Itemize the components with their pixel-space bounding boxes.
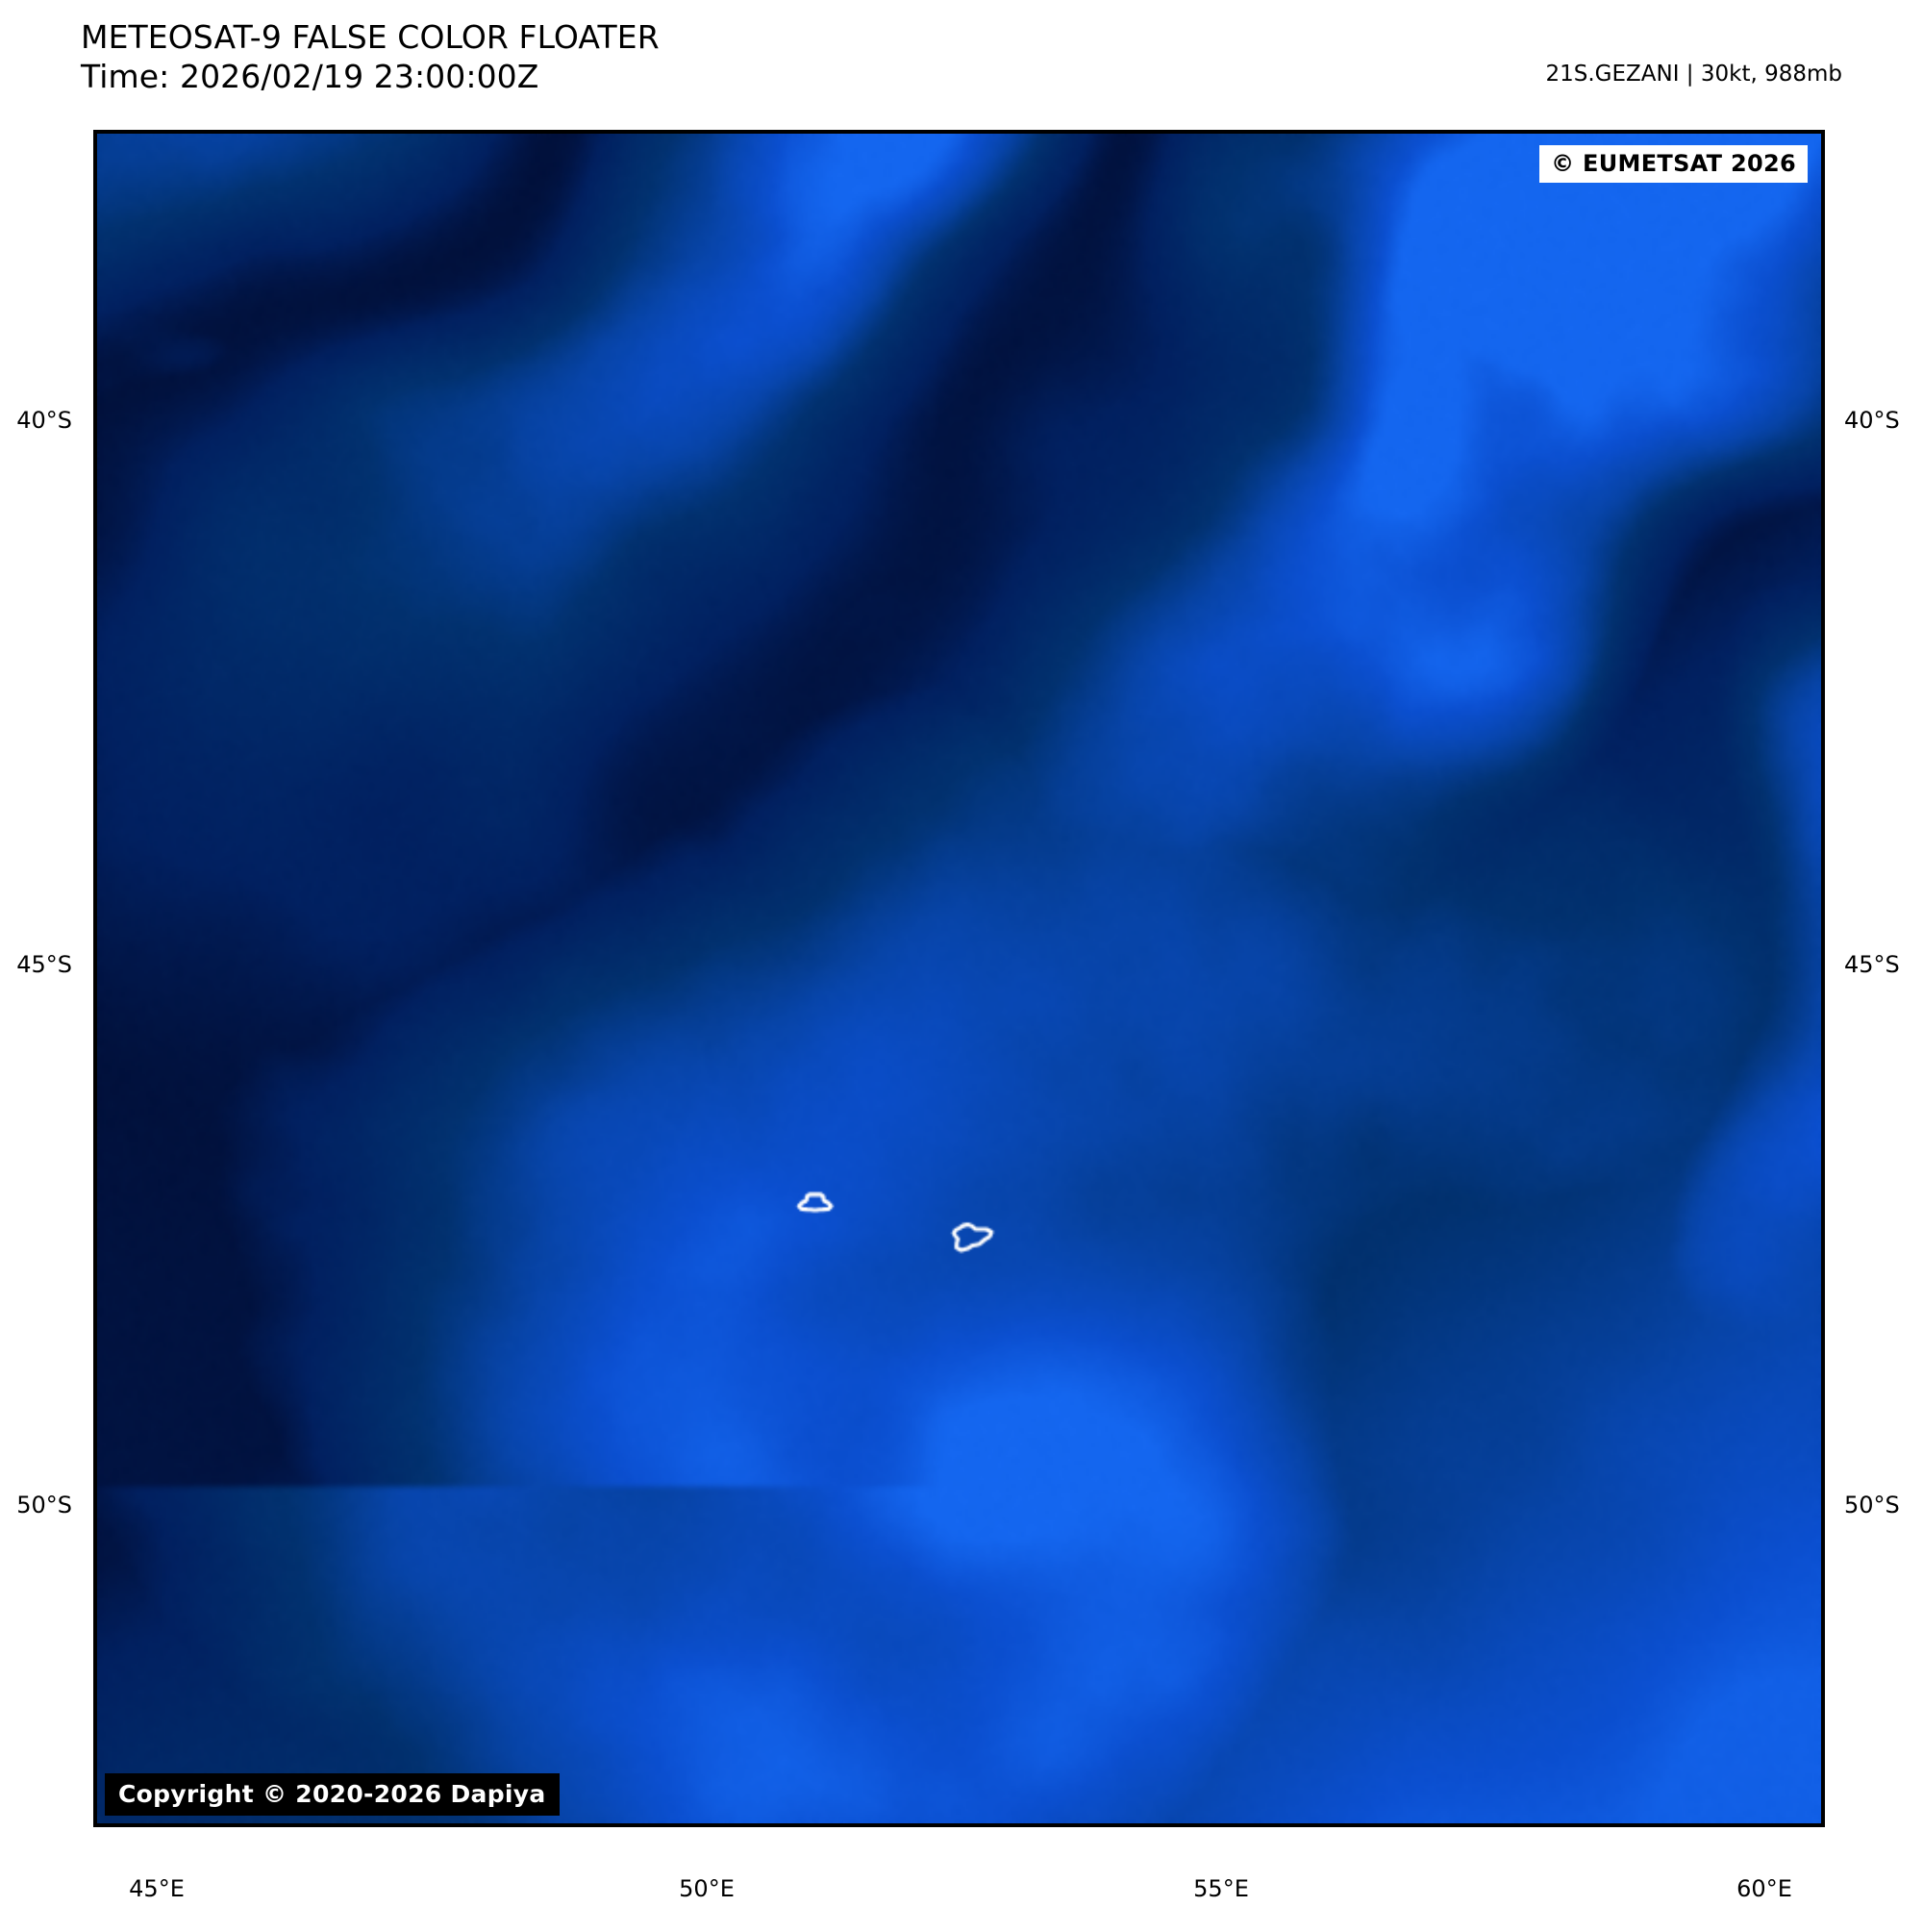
lon-label-60e: 60°E (1736, 1875, 1792, 1902)
satellite-image-frame[interactable]: © EUMETSAT 2026 Copyright © 2020-2026 Da… (93, 130, 1825, 1827)
timestamp-line: Time: 2026/02/19 23:00:00Z (81, 58, 539, 95)
storm-info-label: 21S.GEZANI | 30kt, 988mb (1545, 62, 1842, 87)
lat-label-right-50s: 50°S (1844, 1492, 1900, 1518)
lat-label-left-45s: 45°S (16, 951, 72, 978)
satellite-imagery-canvas[interactable] (97, 134, 1821, 1823)
page-title: METEOSAT-9 FALSE COLOR FLOATER (81, 18, 660, 56)
lon-label-55e: 55°E (1193, 1875, 1249, 1902)
site-copyright-badge: Copyright © 2020-2026 Dapiya (105, 1773, 560, 1816)
header-left-block: METEOSAT-9 FALSE COLOR FLOATER Time: 202… (81, 17, 1138, 96)
lat-label-left-40s: 40°S (16, 407, 72, 434)
eumetsat-credit-badge: © EUMETSAT 2026 (1539, 145, 1808, 183)
lat-label-right-40s: 40°S (1844, 407, 1900, 434)
lon-label-50e: 50°E (679, 1875, 735, 1902)
lon-label-45e: 45°E (129, 1875, 185, 1902)
lat-label-left-50s: 50°S (16, 1492, 72, 1518)
lat-label-right-45s: 45°S (1844, 951, 1900, 978)
